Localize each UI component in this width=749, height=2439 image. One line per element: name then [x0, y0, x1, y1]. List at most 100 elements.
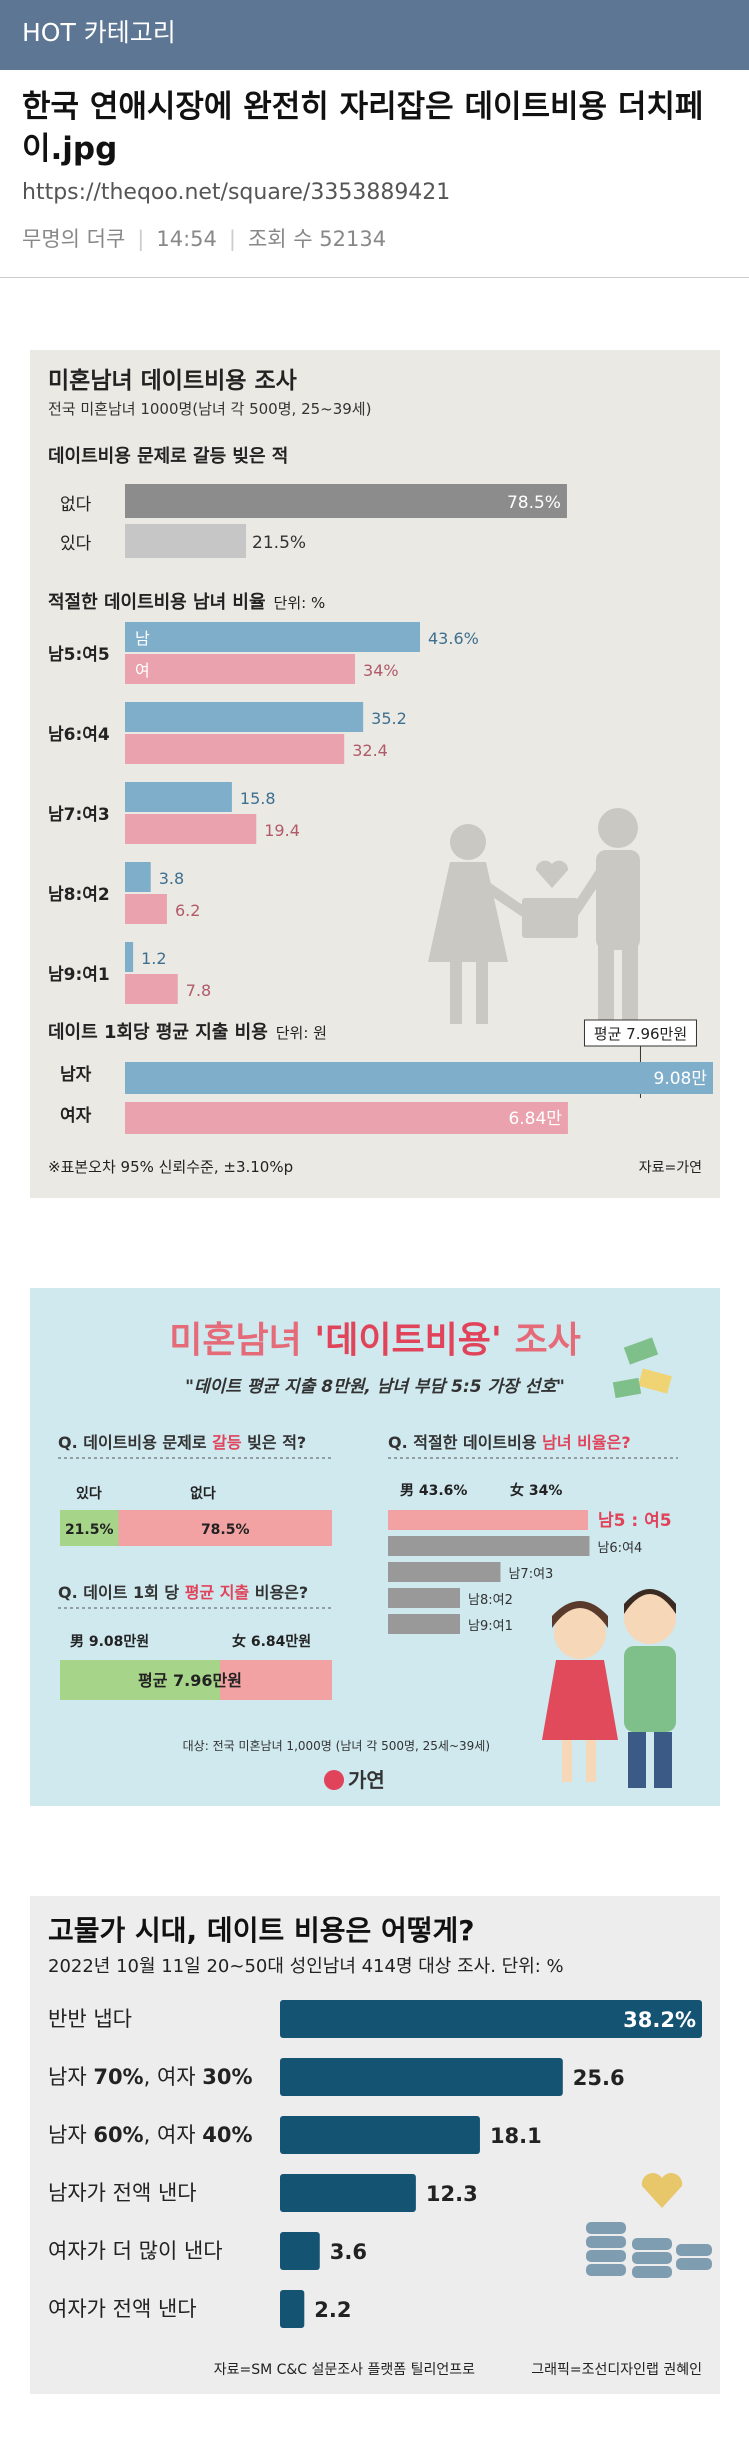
c2-q2-pre: Q. 적절한 데이트비용: [388, 1433, 542, 1452]
c1-s3-title-text: 데이트 1회당 평균 지출 비용: [48, 1022, 268, 1043]
c1-s2-bar-female-0: [125, 654, 356, 684]
c1-s2-label-male-4: 1.2: [141, 949, 166, 968]
money-icon: [612, 1337, 672, 1399]
c3-label-4: 3.6: [330, 2240, 367, 2264]
c3-cat-5: 여자가 전액 낸다: [48, 2297, 197, 2321]
c1-s2-bar-male-4: [125, 942, 134, 972]
c3-cat-1: 남자 70%, 여자 30%: [48, 2065, 253, 2089]
c3-label-0: 38.2%: [623, 2008, 696, 2032]
c3-cat-2-part-3: 40%: [202, 2123, 252, 2147]
view-count: 조회 수 52134: [247, 227, 387, 251]
c1-couple-illustration: [428, 808, 640, 1026]
c3-label-5: 2.2: [314, 2298, 351, 2322]
c3-label-3: 12.3: [426, 2182, 478, 2206]
c3-credit: 그래픽=조선디자인랩 권혜인: [531, 2362, 702, 2378]
post-url[interactable]: https://theqoo.net/square/3353889421: [22, 180, 451, 205]
c3-cat-0-part-0: 반반 냅다: [48, 2007, 132, 2031]
c2-brand: 가연: [348, 1768, 385, 1792]
c3-bar-3: [280, 2174, 416, 2212]
c1-s1-bar-0: [125, 484, 567, 518]
c1-s2-label-female-2: 19.4: [264, 821, 300, 840]
category-header[interactable]: HOT 카테고리: [0, 0, 749, 70]
c2-q2-bar-1: [388, 1536, 590, 1556]
coins-heart-icon: [586, 2173, 712, 2278]
chart1-card: 미혼남녀 데이트비용 조사 전국 미혼남녀 1000명(남녀 각 500명, 2…: [30, 350, 720, 1198]
c2-q2-cat-3: 남8:여2: [468, 1593, 513, 1608]
c3-cat-1-part-3: 30%: [202, 2065, 252, 2089]
gayeon-logo: 가연: [324, 1768, 385, 1792]
c2-q1-label-1: 78.5%: [201, 1522, 250, 1538]
c2-q1-right-label: 없다: [190, 1486, 216, 1502]
c1-s2-label-female-4: 7.8: [186, 981, 211, 1000]
c1-s2-bar-male-0: [125, 622, 420, 652]
c1-s2-label-female-1: 32.4: [352, 741, 388, 760]
chart3-svg: 고물가 시대, 데이트 비용은 어떻게? 2022년 10월 11일 20~50…: [48, 1914, 712, 2378]
c2-q3-hl: 평균 지출: [185, 1583, 250, 1602]
c2-title-part3: 조사: [502, 1320, 581, 1361]
c1-s2-legend-male: 남: [135, 629, 150, 648]
c3-subtitle: 2022년 10월 11일 20~50대 성인남녀 414명 대상 조사. 단위…: [48, 1956, 564, 1977]
c3-cat-2: 남자 60%, 여자 40%: [48, 2123, 253, 2147]
c1-subtitle: 전국 미혼남녀 1000명(남녀 각 500명, 25~39세): [48, 400, 371, 418]
c2-q2-bar-3: [388, 1588, 460, 1608]
couple-illustration: [542, 1589, 676, 1788]
c3-label-1: 25.6: [573, 2066, 625, 2090]
c2-q3-avg: 평균 7.96만원: [138, 1671, 242, 1690]
c2-title-part2: '데이트비용': [314, 1320, 502, 1361]
c1-footnote: ※표본오차 95% 신뢰수준, ±3.10%p: [48, 1158, 293, 1176]
c1-s1-cat-1: 있다: [60, 534, 92, 554]
c2-q2-female: 女 34%: [510, 1482, 562, 1499]
c1-s3-cat-0: 남자: [60, 1065, 92, 1085]
c3-cat-1-part-2: , 여자: [144, 2065, 203, 2089]
divider: [0, 277, 749, 278]
chart2-card: 미혼남녀 '데이트비용' 조사 "데이트 평균 지출 8만원, 남녀 부담 5:…: [30, 1288, 720, 1806]
c1-s2-label-female-0: 34%: [363, 661, 399, 680]
c1-s2-cat-3: 남8:여2: [48, 885, 110, 905]
c3-bar-0: [280, 2000, 702, 2038]
c1-s2-unit: 단위: %: [274, 594, 326, 612]
post-time: 14:54: [156, 227, 217, 251]
c1-avg-label: 평균 7.96만원: [594, 1025, 687, 1043]
c2-q2-hl: 남녀 비율은?: [542, 1433, 630, 1452]
c2-q1-label-0: 21.5%: [65, 1522, 114, 1538]
c2-subtitle: "데이트 평균 지출 8만원, 남녀 부담 5:5 가장 선호": [185, 1377, 565, 1397]
c3-bars: 반반 냅다 38.2%남자 70%, 여자 30% 25.6남자 60%, 여자 4…: [48, 2000, 702, 2328]
c2-q2-cat-0: 남5 : 여5: [598, 1511, 672, 1531]
chart3-card: 고물가 시대, 데이트 비용은 어떻게? 2022년 10월 11일 20~50…: [30, 1896, 720, 2394]
c3-cat-3: 남자가 전액 낸다: [48, 2181, 197, 2205]
author: 무명의 더쿠: [22, 227, 126, 251]
c2-q2-male: 男 43.6%: [400, 1483, 467, 1499]
category-label[interactable]: HOT 카테고리: [22, 18, 176, 47]
c3-cat-5-part-0: 여자가 전액 낸다: [48, 2297, 197, 2321]
c2-q2-bar-4: [388, 1614, 460, 1634]
c2-q2-bar-2: [388, 1562, 501, 1582]
c2-q1-bar-1: [118, 1510, 332, 1546]
c1-source: 자료=가연: [639, 1160, 702, 1176]
c1-s1-label-1: 21.5%: [252, 533, 306, 553]
c2-title-part1: 미혼남녀: [169, 1320, 314, 1361]
c1-s2-label-male-1: 35.2: [371, 709, 407, 728]
c1-s2-cat-2: 남7:여3: [48, 805, 110, 825]
c3-cat-3-part-0: 남자가 전액 낸다: [48, 2181, 197, 2205]
c1-s2-title: 적절한 데이트비용 남녀 비율 단위: %: [48, 592, 325, 613]
c3-cat-4: 여자가 더 많이 낸다: [48, 2239, 223, 2263]
c1-s2-bar-male-1: [125, 702, 364, 732]
c1-s2-label-male-0: 43.6%: [428, 629, 479, 648]
c2-q3-bar-female: [220, 1660, 332, 1700]
c1-s2-cat-4: 남9:여1: [48, 965, 110, 985]
chart2-svg: 미혼남녀 '데이트비용' 조사 "데이트 평균 지출 8만원, 남녀 부담 5:…: [58, 1320, 678, 1792]
c3-cat-2-part-1: 60%: [93, 2123, 143, 2147]
chart1-svg: 미혼남녀 데이트비용 조사 전국 미혼남녀 1000명(남녀 각 500명, 2…: [48, 368, 713, 1176]
c1-s2-label-male-3: 3.8: [159, 869, 184, 888]
c1-s3-bar-1: [125, 1102, 568, 1134]
c3-cat-1-part-0: 남자: [48, 2065, 93, 2089]
c1-s2-bar-female-3: [125, 894, 167, 924]
c3-source: 자료=SM C&C 설문조사 플랫폼 틸리언프로: [214, 2362, 475, 2378]
c1-avg-box: [583, 1019, 697, 1047]
c2-q2-bar-0: [388, 1510, 588, 1530]
c2-q1-bar-0: [60, 1510, 119, 1546]
c2-q2-bars: 남5 : 여5 남6:여4 남7:여3 남8:여2 남9:여1: [388, 1510, 672, 1634]
c1-title: 미혼남녀 데이트비용 조사: [48, 368, 297, 394]
c1-s2-legend-female: 여: [135, 661, 150, 680]
c2-q1-pre: Q. 데이트비용 문제로: [58, 1433, 212, 1452]
